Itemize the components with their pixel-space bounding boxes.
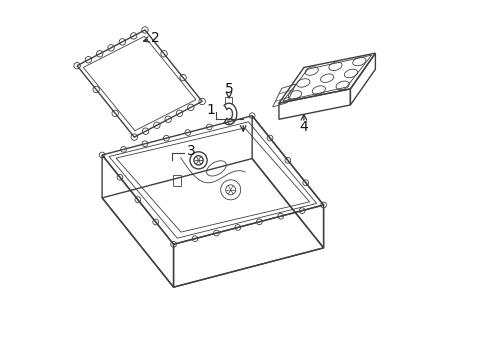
Text: 3: 3 (187, 144, 196, 158)
Text: 4: 4 (299, 120, 308, 134)
Text: 1: 1 (207, 103, 216, 117)
Text: 5: 5 (224, 82, 233, 96)
Text: 2: 2 (150, 31, 159, 45)
